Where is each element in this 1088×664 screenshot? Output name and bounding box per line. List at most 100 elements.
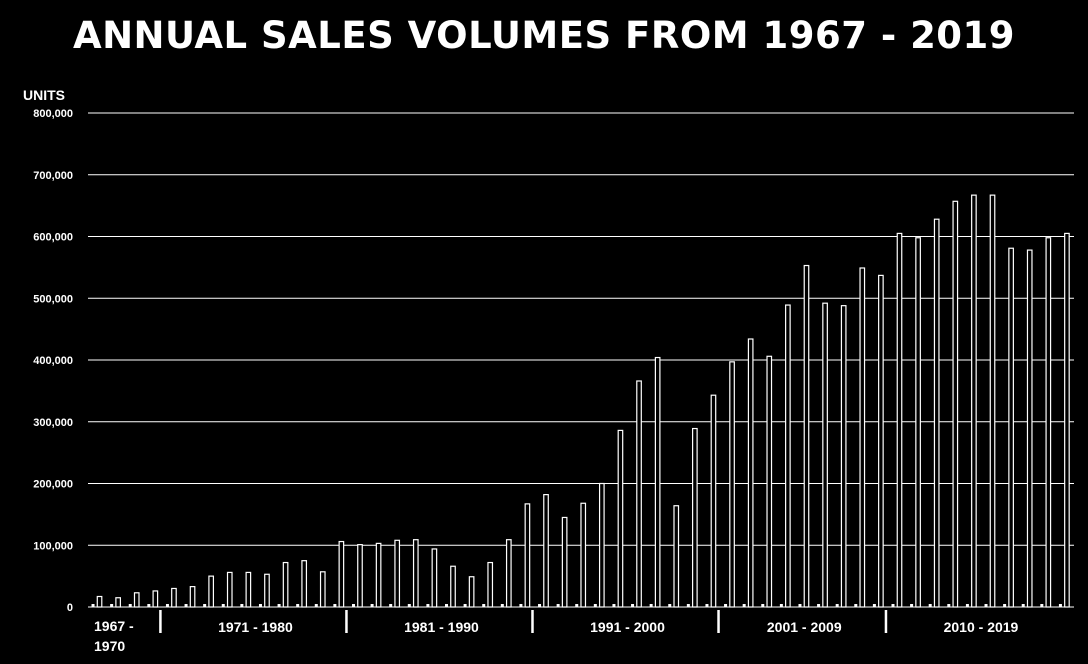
bar-1994 bbox=[598, 482, 605, 608]
x-group-label: 1991 - 2000 bbox=[590, 619, 665, 635]
bar-1986 bbox=[450, 565, 456, 608]
bar-stub bbox=[984, 604, 988, 607]
bar-stub bbox=[221, 604, 225, 607]
bar-stub bbox=[668, 604, 672, 607]
y-tick-label: 600,000 bbox=[33, 232, 73, 244]
bar-2010 bbox=[896, 232, 903, 608]
x-group-label: 1967 - bbox=[94, 618, 134, 634]
bar-1981 bbox=[357, 544, 363, 608]
bar-stub bbox=[965, 604, 969, 607]
chart-title: ANNUAL SALES VOLUMES FROM 1967 - 2019 bbox=[72, 14, 1016, 57]
bar-stub bbox=[705, 604, 709, 607]
bar-2006 bbox=[822, 302, 828, 608]
bar-2015 bbox=[989, 194, 996, 608]
x-group-label: 1970 bbox=[94, 638, 125, 654]
bar-stub bbox=[500, 604, 504, 607]
bar-2009 bbox=[878, 274, 884, 608]
bar-1972 bbox=[189, 586, 196, 608]
bar-2005 bbox=[803, 264, 810, 608]
bar-stub bbox=[482, 604, 486, 607]
bar-2007 bbox=[840, 305, 847, 608]
bar-2018 bbox=[1045, 237, 1052, 608]
bar-1997 bbox=[654, 356, 661, 608]
bar-1993 bbox=[580, 502, 587, 608]
bar-stub bbox=[165, 604, 169, 607]
bar-stub bbox=[519, 604, 523, 607]
bar-1978 bbox=[301, 560, 308, 608]
bar-stub bbox=[593, 604, 597, 607]
bar-1988 bbox=[487, 561, 494, 608]
bar-2004 bbox=[785, 304, 791, 608]
bar-1976 bbox=[264, 573, 270, 608]
bar-1998 bbox=[673, 505, 680, 608]
bar-stub bbox=[779, 604, 783, 607]
bar-stub bbox=[277, 604, 281, 607]
bar-stub bbox=[240, 604, 244, 607]
bar-2002 bbox=[747, 338, 754, 608]
bar-stub bbox=[686, 604, 690, 607]
bar-stub bbox=[445, 604, 449, 607]
bar-stub bbox=[1003, 604, 1007, 607]
bar-stub bbox=[1021, 604, 1025, 607]
bar-1996 bbox=[636, 380, 642, 608]
y-tick-label: 200,000 bbox=[33, 479, 73, 491]
bar-1975 bbox=[245, 571, 252, 608]
bar-2016 bbox=[1008, 247, 1014, 608]
bar-stub bbox=[575, 604, 579, 607]
bar-1995 bbox=[617, 429, 624, 608]
bar-2019 bbox=[1064, 232, 1070, 608]
y-tick-label: 500,000 bbox=[33, 293, 73, 305]
bar-1968 bbox=[115, 597, 121, 608]
bar-stub bbox=[351, 604, 355, 607]
bar-stub bbox=[128, 604, 132, 607]
bar-stub bbox=[1040, 604, 1044, 607]
bar-2017 bbox=[1026, 249, 1033, 608]
bar-stub bbox=[835, 604, 839, 607]
bar-stub bbox=[947, 604, 951, 607]
bar-stub bbox=[407, 604, 411, 607]
bar-1985 bbox=[431, 548, 438, 608]
bar-stub bbox=[314, 604, 318, 607]
bar-1980 bbox=[338, 540, 345, 608]
bar-1974 bbox=[226, 571, 233, 608]
bar-2014 bbox=[971, 194, 977, 608]
bar-stub bbox=[631, 604, 635, 607]
bar-stub bbox=[817, 604, 821, 607]
bar-stub bbox=[333, 604, 337, 607]
bar-1977 bbox=[282, 561, 289, 608]
bar-stub bbox=[203, 604, 207, 607]
y-axis-label: UNITS bbox=[23, 87, 65, 103]
bar-1987 bbox=[468, 576, 475, 608]
bar-1983 bbox=[394, 539, 401, 608]
bar-1989 bbox=[505, 539, 512, 608]
bar-stub bbox=[798, 604, 802, 607]
bar-stub bbox=[742, 604, 746, 607]
bar-1990 bbox=[524, 503, 531, 608]
bar-stub bbox=[296, 604, 300, 607]
bar-stub bbox=[928, 604, 932, 607]
bar-stub bbox=[761, 604, 765, 607]
y-tick-label: 400,000 bbox=[33, 355, 73, 367]
y-tick-label: 700,000 bbox=[33, 170, 73, 182]
bar-stub bbox=[854, 604, 858, 607]
bar-stub bbox=[258, 604, 262, 607]
bar-1967 bbox=[96, 595, 103, 608]
x-group-label: 1981 - 1990 bbox=[404, 619, 479, 635]
bar-2008 bbox=[859, 267, 866, 608]
bar-1971 bbox=[171, 587, 177, 608]
bar-stub bbox=[389, 604, 393, 607]
y-tick-label: 100,000 bbox=[33, 540, 73, 552]
bar-stub bbox=[724, 604, 728, 607]
bar-stub bbox=[1058, 604, 1062, 607]
bar-2013 bbox=[952, 200, 959, 608]
bar-stub bbox=[538, 604, 542, 607]
bar-1999 bbox=[692, 427, 698, 608]
bar-stub bbox=[110, 604, 114, 607]
x-group-label: 2001 - 2009 bbox=[767, 619, 842, 635]
bar-1991 bbox=[543, 494, 549, 608]
x-group-label: 2010 - 2019 bbox=[944, 619, 1019, 635]
bar-2003 bbox=[766, 355, 773, 608]
bar-1979 bbox=[319, 571, 326, 608]
bar-1982 bbox=[375, 542, 382, 608]
